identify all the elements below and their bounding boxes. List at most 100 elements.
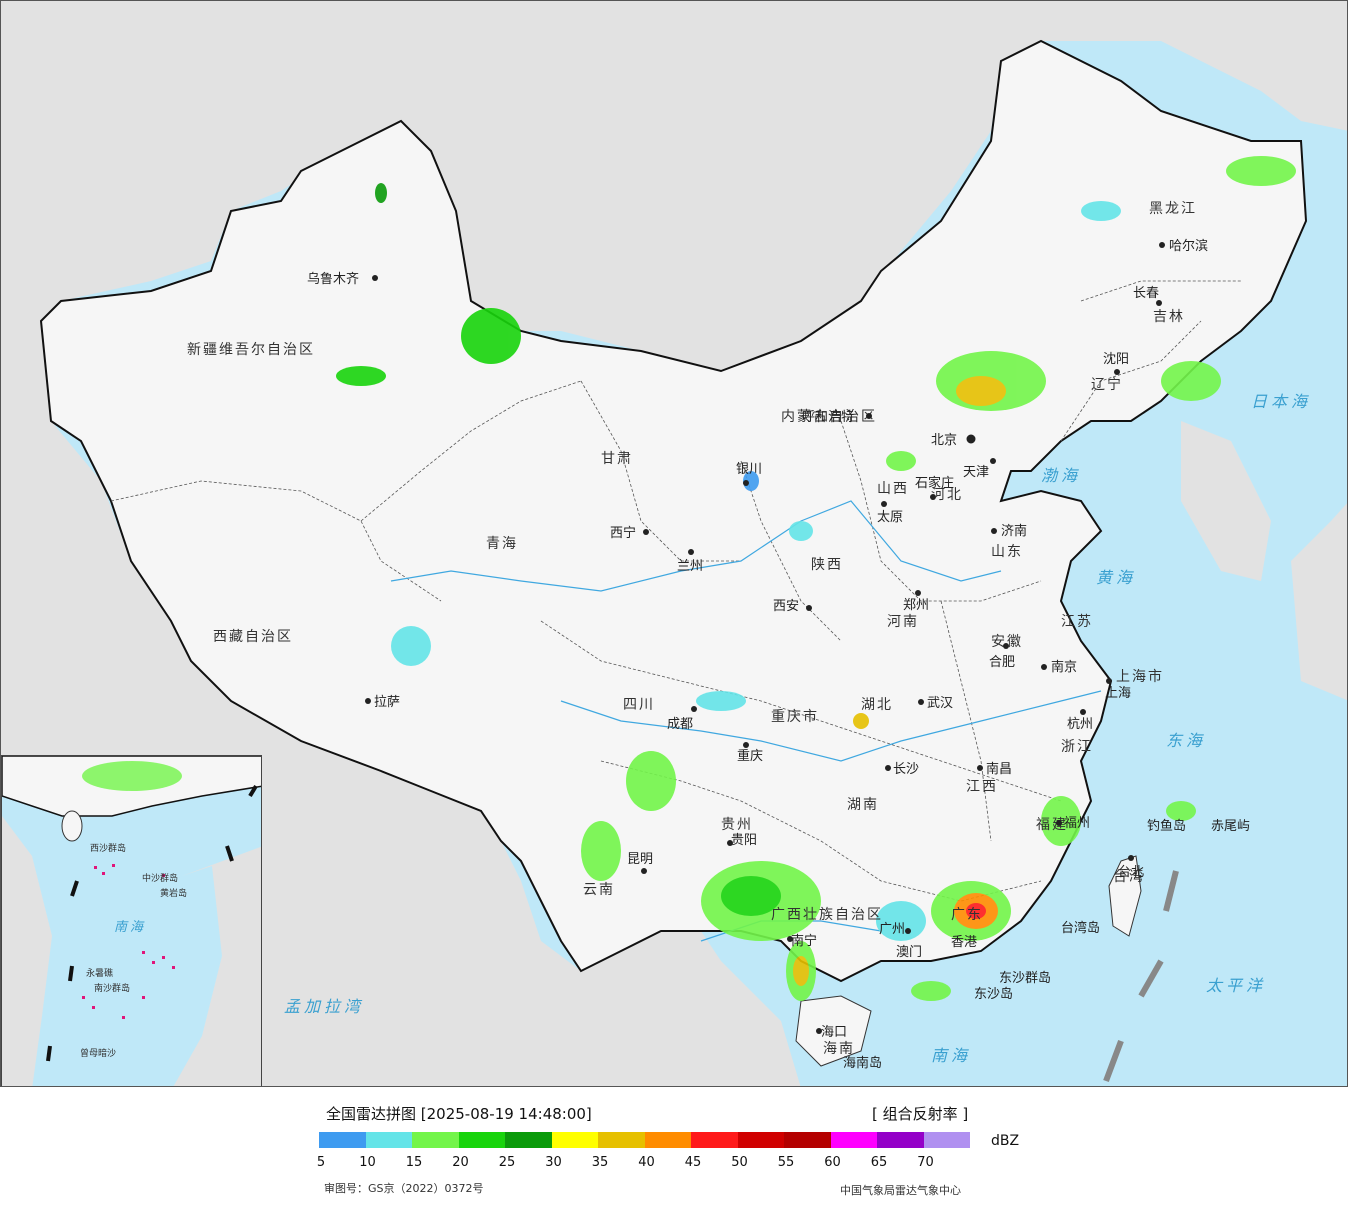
color-scale-bar bbox=[319, 1132, 970, 1148]
color-swatch bbox=[784, 1132, 831, 1148]
city-label: 哈尔滨 bbox=[1169, 238, 1208, 254]
province-label: 云南 bbox=[583, 882, 615, 898]
province-label: 广西壮族自治区 bbox=[771, 907, 883, 923]
taiwan-island bbox=[1108, 855, 1142, 937]
color-swatch bbox=[644, 1132, 691, 1148]
scale-tick-label: 40 bbox=[638, 1155, 655, 1170]
city-label: 昆明 bbox=[627, 852, 653, 867]
province-label: 河北 bbox=[931, 487, 963, 503]
city-label: 上海 bbox=[1105, 686, 1131, 701]
island-label: 台湾岛 bbox=[1061, 920, 1100, 936]
province-label: 内蒙古自治区 bbox=[781, 409, 877, 425]
color-swatch bbox=[737, 1132, 784, 1148]
province-label: 广东 bbox=[951, 907, 983, 923]
inset-canvas: 南海 中沙群岛 西沙群岛 南沙群岛 黄岩岛 永暑礁 曾母暗沙 bbox=[2, 756, 261, 1086]
sea-label: 东海 bbox=[1166, 731, 1206, 750]
city-label: 海口 bbox=[821, 1025, 847, 1040]
province-label: 浙江 bbox=[1061, 739, 1093, 755]
color-swatch bbox=[830, 1132, 877, 1148]
city-label: 沈阳 bbox=[1103, 352, 1129, 367]
province-label: 江苏 bbox=[1061, 614, 1093, 630]
city-label: 长沙 bbox=[893, 762, 919, 777]
scale-tick-label: 15 bbox=[405, 1155, 423, 1170]
province-label: 山西 bbox=[877, 481, 909, 497]
city-label: 香港 bbox=[951, 935, 977, 950]
province-label: 安徽 bbox=[991, 634, 1023, 650]
city-label: 贵阳 bbox=[731, 833, 757, 848]
province-label: 海南 bbox=[823, 1041, 855, 1057]
island-label: 东沙岛 bbox=[974, 986, 1013, 1002]
scale-tick-label: 30 bbox=[545, 1155, 562, 1170]
city-markers: 乌鲁木齐 拉萨 西宁 兰州 银川 呼和浩特 北京 天津 石家庄 太原 济南 郑州… bbox=[307, 238, 1208, 1040]
map-canvas: 日本海 渤海 黄海 东海 太平洋 南海 孟加拉湾 新疆维吾尔自治区 西藏自治区 … bbox=[1, 1, 1347, 1086]
sea-label: 南海 bbox=[931, 1046, 971, 1065]
legend-panel: 全国雷达拼图 [2025-08-19 14:48:00] [ 组合反射率 ] 审… bbox=[0, 1087, 1349, 1208]
province-label: 陕西 bbox=[811, 557, 843, 573]
south-china-sea-inset: 南海 中沙群岛 西沙群岛 南沙群岛 黄岩岛 永暑礁 曾母暗沙 bbox=[1, 755, 262, 1086]
inset-label: 黄岩岛 bbox=[160, 887, 187, 899]
province-label: 山东 bbox=[991, 544, 1023, 560]
city-label: 澳门 bbox=[896, 944, 922, 960]
island-label: 东沙群岛 bbox=[999, 970, 1051, 986]
city-label: 乌鲁木齐 bbox=[307, 271, 359, 287]
province-label: 辽宁 bbox=[1091, 376, 1123, 393]
review-number: 审图号：GS京（2022）0372号 bbox=[324, 1182, 484, 1195]
scale-tick-label: 60 bbox=[824, 1155, 841, 1170]
inset-label: 西沙群岛 bbox=[90, 842, 126, 854]
korea-japan-land bbox=[1181, 421, 1347, 701]
city-label: 西安 bbox=[773, 599, 799, 614]
color-swatch bbox=[598, 1132, 645, 1148]
city-label: 重庆 bbox=[737, 748, 763, 764]
city-label: 拉萨 bbox=[374, 695, 400, 710]
sea-label: 渤海 bbox=[1041, 466, 1081, 485]
city-label: 西宁 bbox=[610, 525, 636, 541]
city-label: 广州 bbox=[879, 922, 905, 937]
city-label: 福州 bbox=[1064, 816, 1090, 831]
sea-label: 孟加拉湾 bbox=[284, 997, 364, 1016]
province-label: 河南 bbox=[887, 614, 919, 630]
city-label: 武汉 bbox=[927, 696, 953, 711]
scale-tick-label: 70 bbox=[917, 1155, 934, 1170]
color-swatch bbox=[551, 1132, 598, 1148]
city-label: 天津 bbox=[963, 465, 989, 480]
city-label: 长春 bbox=[1133, 286, 1159, 301]
province-label: 湖北 bbox=[861, 697, 893, 713]
scale-tick-label: 10 bbox=[359, 1155, 376, 1170]
color-swatch bbox=[691, 1132, 738, 1148]
radar-map[interactable]: 日本海 渤海 黄海 东海 太平洋 南海 孟加拉湾 新疆维吾尔自治区 西藏自治区 … bbox=[0, 0, 1348, 1087]
province-label: 甘肃 bbox=[601, 451, 633, 467]
inset-label: 曾母暗沙 bbox=[80, 1047, 116, 1059]
neighbor-land bbox=[1, 1, 1347, 1086]
province-label: 西藏自治区 bbox=[213, 629, 293, 645]
inset-label: 南海 bbox=[114, 920, 146, 935]
sea-label: 太平洋 bbox=[1206, 976, 1266, 995]
map-title: 全国雷达拼图 [2025-08-19 14:48:00] bbox=[326, 1105, 592, 1123]
city-label: 济南 bbox=[1001, 523, 1027, 539]
hainan-island bbox=[795, 995, 872, 1067]
province-borders bbox=[110, 280, 1241, 902]
china-territory bbox=[39, 39, 1308, 983]
sea-label: 日本海 bbox=[1251, 392, 1311, 411]
city-label: 呼和浩特 bbox=[802, 410, 854, 425]
sea-label: 黄海 bbox=[1096, 568, 1136, 587]
province-label: 青海 bbox=[486, 536, 518, 552]
credit-text: 中国气象局雷达气象中心 bbox=[840, 1184, 961, 1197]
scale-tick-label: 55 bbox=[777, 1155, 795, 1170]
province-label: 重庆市 bbox=[771, 708, 819, 725]
island-label: 钓鱼岛 bbox=[1147, 818, 1186, 834]
province-label: 吉林 bbox=[1153, 309, 1185, 325]
city-label: 南宁 bbox=[791, 933, 817, 949]
island-label: 海南岛 bbox=[843, 1055, 882, 1071]
color-swatch bbox=[923, 1132, 970, 1148]
color-swatch bbox=[412, 1132, 459, 1148]
scale-tick-label: 45 bbox=[684, 1155, 702, 1170]
city-label: 石家庄 bbox=[915, 475, 954, 491]
color-swatch bbox=[319, 1132, 366, 1148]
city-label: 兰州 bbox=[677, 559, 703, 574]
scale-tick-label: 20 bbox=[452, 1155, 469, 1170]
province-label: 贵州 bbox=[721, 817, 753, 833]
city-label: 杭州 bbox=[1067, 717, 1093, 732]
city-label: 郑州 bbox=[903, 598, 929, 613]
inset-label: 中沙群岛 bbox=[142, 872, 178, 884]
city-label: 成都 bbox=[667, 717, 693, 732]
